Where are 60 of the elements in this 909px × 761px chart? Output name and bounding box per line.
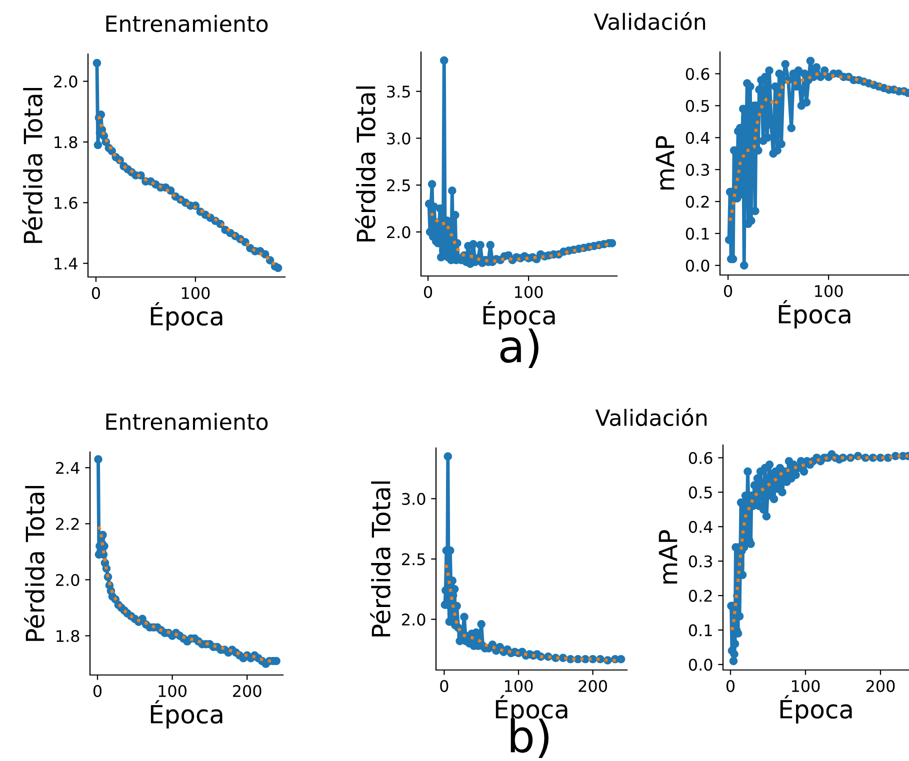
y-tick-label: 0.3: [688, 555, 712, 568]
y-tick-label: 3.0: [387, 132, 410, 145]
y-tick-label: 2.0: [402, 614, 426, 626]
y-tick-label: 1.8: [56, 630, 80, 642]
y-axis-title: mAP: [656, 136, 674, 190]
x-tick-label: 200: [233, 685, 262, 698]
y-axis-title: Pérdida Total: [355, 86, 376, 242]
y-axis-title: mAP: [658, 530, 678, 584]
y-tick-label: 0.0: [688, 658, 712, 671]
x-axis-title: Época: [150, 700, 222, 729]
y-tick-label: 2.2: [56, 518, 79, 530]
x-tick-label: 100: [505, 680, 533, 692]
chart-title: Validación: [594, 12, 706, 30]
x-tick-label: 0: [724, 285, 732, 298]
y-tick-label: 0.1: [688, 624, 712, 636]
y-tick-label: 2.4: [56, 462, 80, 474]
x-axis-title: Época: [483, 301, 555, 330]
y-tick-label: 0.2: [688, 590, 712, 602]
chart-title: Entrenamiento: [106, 412, 268, 430]
y-tick-label: 0.4: [688, 520, 712, 533]
x-tick-label: 0: [93, 685, 102, 698]
y-tick-label: 2.0: [387, 226, 410, 238]
y-tick-label: 3.5: [387, 86, 410, 98]
y-axis-title: Pérdida Total: [370, 481, 390, 636]
y-tick-label: 0.5: [686, 100, 709, 112]
y-tick-label: 0.5: [688, 486, 712, 498]
y-tick-label: 0.4: [686, 132, 710, 144]
x-tick-label: 200: [866, 680, 895, 692]
y-tick-label: 0.1: [686, 228, 709, 240]
x-tick-label: 0: [440, 680, 448, 692]
x-tick-label: 200: [578, 680, 607, 692]
y-tick-label: 0.2: [686, 196, 709, 208]
y-tick-label: 2.5: [387, 179, 410, 192]
x-tick-label: 0: [424, 286, 432, 298]
x-axis-title: Época: [150, 302, 222, 331]
x-axis-title: Época: [778, 300, 850, 329]
x-tick-label: 100: [515, 286, 543, 298]
y-tick-label: 0.0: [686, 260, 710, 272]
y-tick-label: 3.0: [402, 492, 426, 505]
y-axis-title: Pérdida Total: [22, 88, 42, 243]
y-tick-label: 2.0: [54, 76, 78, 88]
x-tick-label: 100: [158, 685, 186, 698]
x-axis-title: Época: [780, 695, 852, 724]
y-tick-label: 2.5: [402, 553, 425, 566]
x-tick-label: 0: [92, 287, 100, 300]
chart-title: Entrenamiento: [106, 14, 268, 32]
text: a): [500, 328, 538, 368]
x-tick-label: 100: [182, 287, 210, 300]
y-tick-label: 1.6: [54, 196, 78, 209]
x-tick-label: 100: [792, 680, 820, 692]
x-tick-label: 100: [815, 285, 843, 298]
y-tick-label: 0.3: [686, 164, 709, 176]
y-tick-label: 0.6: [688, 452, 712, 464]
y-tick-label: 1.4: [54, 258, 78, 270]
y-tick-label: 2.0: [56, 574, 80, 586]
chart-title: Validación: [595, 408, 707, 426]
y-tick-label: 1.8: [54, 136, 78, 148]
y-tick-label: 0.6: [686, 68, 710, 80]
y-axis-title: Pérdida Total: [24, 486, 44, 641]
x-tick-label: 0: [726, 680, 735, 692]
